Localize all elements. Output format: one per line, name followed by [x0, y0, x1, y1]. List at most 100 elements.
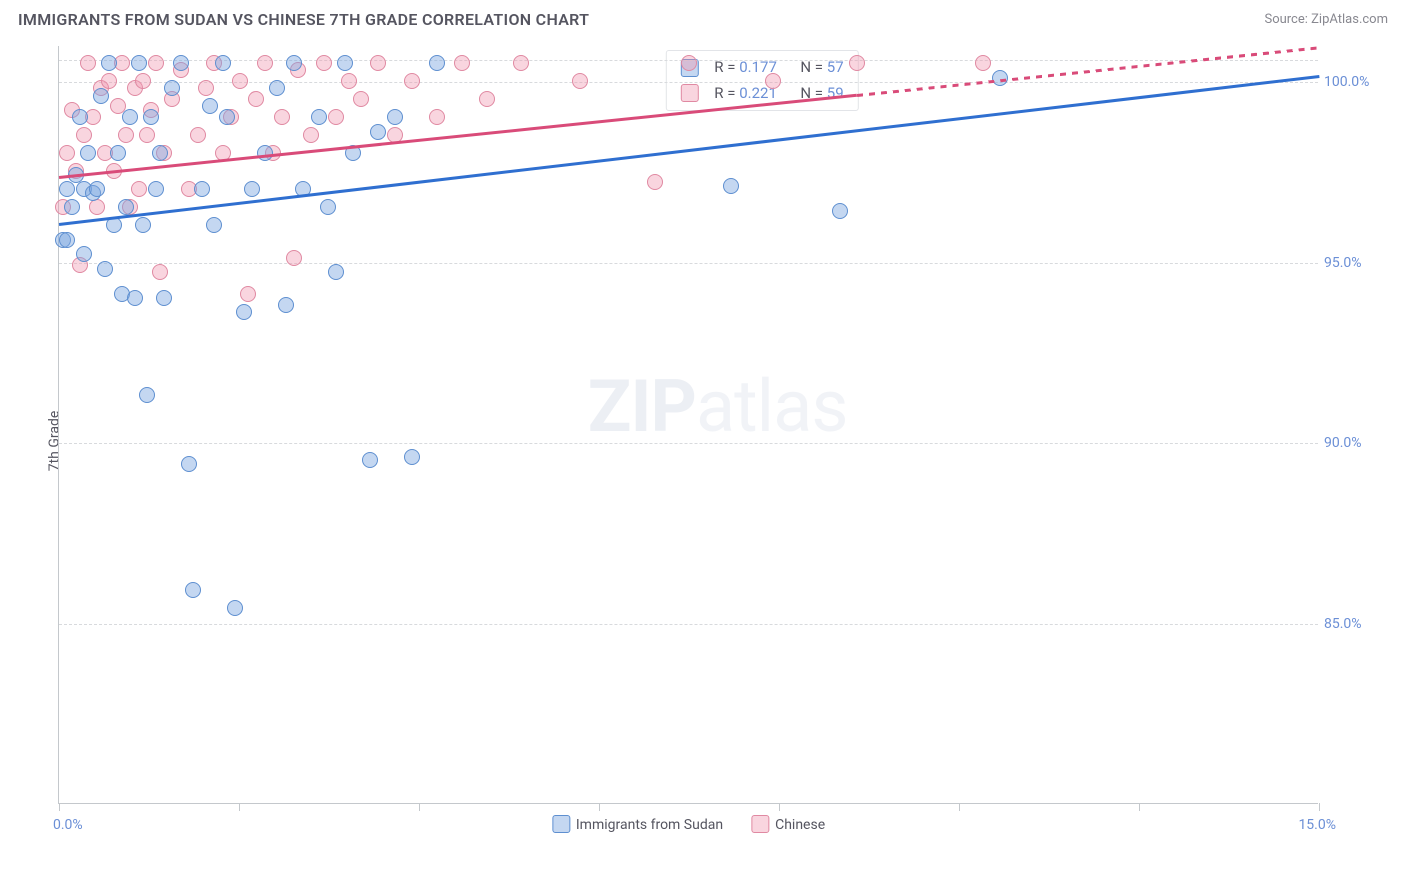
- scatter-point-chinese: [80, 55, 96, 71]
- gridline-h: [59, 624, 1318, 625]
- scatter-point-sudan: [206, 217, 222, 233]
- scatter-point-sudan: [156, 290, 172, 306]
- scatter-point-chinese: [316, 55, 332, 71]
- scatter-point-chinese: [341, 73, 357, 89]
- scatter-point-sudan: [164, 80, 180, 96]
- scatter-point-chinese: [681, 55, 697, 71]
- scatter-point-sudan: [215, 55, 231, 71]
- scatter-point-sudan: [148, 181, 164, 197]
- scatter-point-chinese: [139, 127, 155, 143]
- scatter-point-sudan: [72, 109, 88, 125]
- scatter-point-sudan: [110, 145, 126, 161]
- scatter-point-sudan: [362, 452, 378, 468]
- scatter-point-sudan: [244, 181, 260, 197]
- scatter-point-sudan: [118, 199, 134, 215]
- scatter-point-sudan: [181, 456, 197, 472]
- gridline-h: [59, 263, 1318, 264]
- y-tick-label: 100.0%: [1324, 74, 1394, 90]
- scatter-point-sudan: [143, 109, 159, 125]
- scatter-point-sudan: [185, 582, 201, 598]
- legend-row: R = 0.221 N = 59: [680, 81, 843, 107]
- y-tick-label: 85.0%: [1324, 616, 1394, 632]
- scatter-point-sudan: [97, 261, 113, 277]
- x-tick: [959, 803, 960, 811]
- watermark: ZIPatlas: [588, 364, 848, 449]
- scatter-point-chinese: [286, 250, 302, 266]
- scatter-point-chinese: [975, 55, 991, 71]
- scatter-point-sudan: [135, 217, 151, 233]
- legend-label: Immigrants from Sudan: [576, 817, 723, 833]
- scatter-point-sudan: [89, 181, 105, 197]
- legend-item: Immigrants from Sudan: [552, 815, 723, 833]
- x-tick: [419, 803, 420, 811]
- scatter-point-chinese: [89, 199, 105, 215]
- scatter-point-chinese: [572, 73, 588, 89]
- scatter-point-sudan: [173, 55, 189, 71]
- legend-row: R = 0.177 N = 57: [680, 55, 843, 81]
- x-tick: [599, 803, 600, 811]
- scatter-point-chinese: [353, 91, 369, 107]
- watermark-zip: ZIP: [588, 364, 696, 449]
- series-legend: Immigrants from Sudan Chinese: [552, 815, 825, 833]
- x-tick: [59, 803, 60, 811]
- scatter-point-chinese: [190, 127, 206, 143]
- scatter-point-chinese: [152, 264, 168, 280]
- scatter-point-chinese: [849, 55, 865, 71]
- scatter-point-chinese: [101, 73, 117, 89]
- x-tick: [239, 803, 240, 811]
- scatter-point-sudan: [122, 109, 138, 125]
- scatter-point-sudan: [59, 181, 75, 197]
- scatter-point-chinese: [479, 91, 495, 107]
- legend-label: Chinese: [775, 817, 825, 833]
- scatter-point-chinese: [647, 174, 663, 190]
- scatter-point-sudan: [76, 246, 92, 262]
- scatter-point-sudan: [832, 203, 848, 219]
- scatter-point-sudan: [152, 145, 168, 161]
- scatter-point-chinese: [454, 55, 470, 71]
- x-tick: [1139, 803, 1140, 811]
- scatter-point-sudan: [131, 55, 147, 71]
- scatter-point-chinese: [303, 127, 319, 143]
- scatter-point-sudan: [278, 297, 294, 313]
- x-axis-max: 15.0%: [1298, 817, 1336, 833]
- scatter-point-chinese: [131, 181, 147, 197]
- scatter-point-sudan: [93, 88, 109, 104]
- scatter-point-chinese: [274, 109, 290, 125]
- chart-title: IMMIGRANTS FROM SUDAN VS CHINESE 7TH GRA…: [18, 10, 589, 29]
- scatter-point-sudan: [311, 109, 327, 125]
- scatter-point-chinese: [257, 55, 273, 71]
- scatter-point-sudan: [328, 264, 344, 280]
- scatter-point-sudan: [337, 55, 353, 71]
- scatter-point-chinese: [76, 127, 92, 143]
- regression-line-chinese: [59, 94, 857, 179]
- scatter-point-sudan: [236, 304, 252, 320]
- scatter-point-chinese: [59, 145, 75, 161]
- scatter-point-sudan: [286, 55, 302, 71]
- gridline-h: [59, 443, 1318, 444]
- scatter-point-chinese: [370, 55, 386, 71]
- legend-item: Chinese: [751, 815, 825, 833]
- scatter-point-sudan: [127, 290, 143, 306]
- y-tick-label: 95.0%: [1324, 255, 1394, 271]
- regression-line-chinese-dashed: [857, 46, 1319, 96]
- scatter-point-chinese: [248, 91, 264, 107]
- scatter-point-sudan: [269, 80, 285, 96]
- scatter-point-sudan: [106, 217, 122, 233]
- scatter-point-chinese: [240, 286, 256, 302]
- gridline-h: [59, 82, 1318, 83]
- scatter-point-chinese: [513, 55, 529, 71]
- scatter-point-chinese: [118, 127, 134, 143]
- scatter-point-sudan: [101, 55, 117, 71]
- scatter-point-chinese: [404, 73, 420, 89]
- scatter-point-chinese: [328, 109, 344, 125]
- scatter-point-sudan: [202, 98, 218, 114]
- scatter-point-chinese: [148, 55, 164, 71]
- scatter-point-chinese: [429, 109, 445, 125]
- scatter-point-sudan: [723, 178, 739, 194]
- legend-swatch: [751, 815, 769, 833]
- chart-container: 7th Grade ZIPatlas R = 0.177 N = 57R = 0…: [18, 46, 1388, 836]
- scatter-point-chinese: [232, 73, 248, 89]
- x-tick: [779, 803, 780, 811]
- scatter-point-sudan: [387, 109, 403, 125]
- scatter-point-sudan: [404, 449, 420, 465]
